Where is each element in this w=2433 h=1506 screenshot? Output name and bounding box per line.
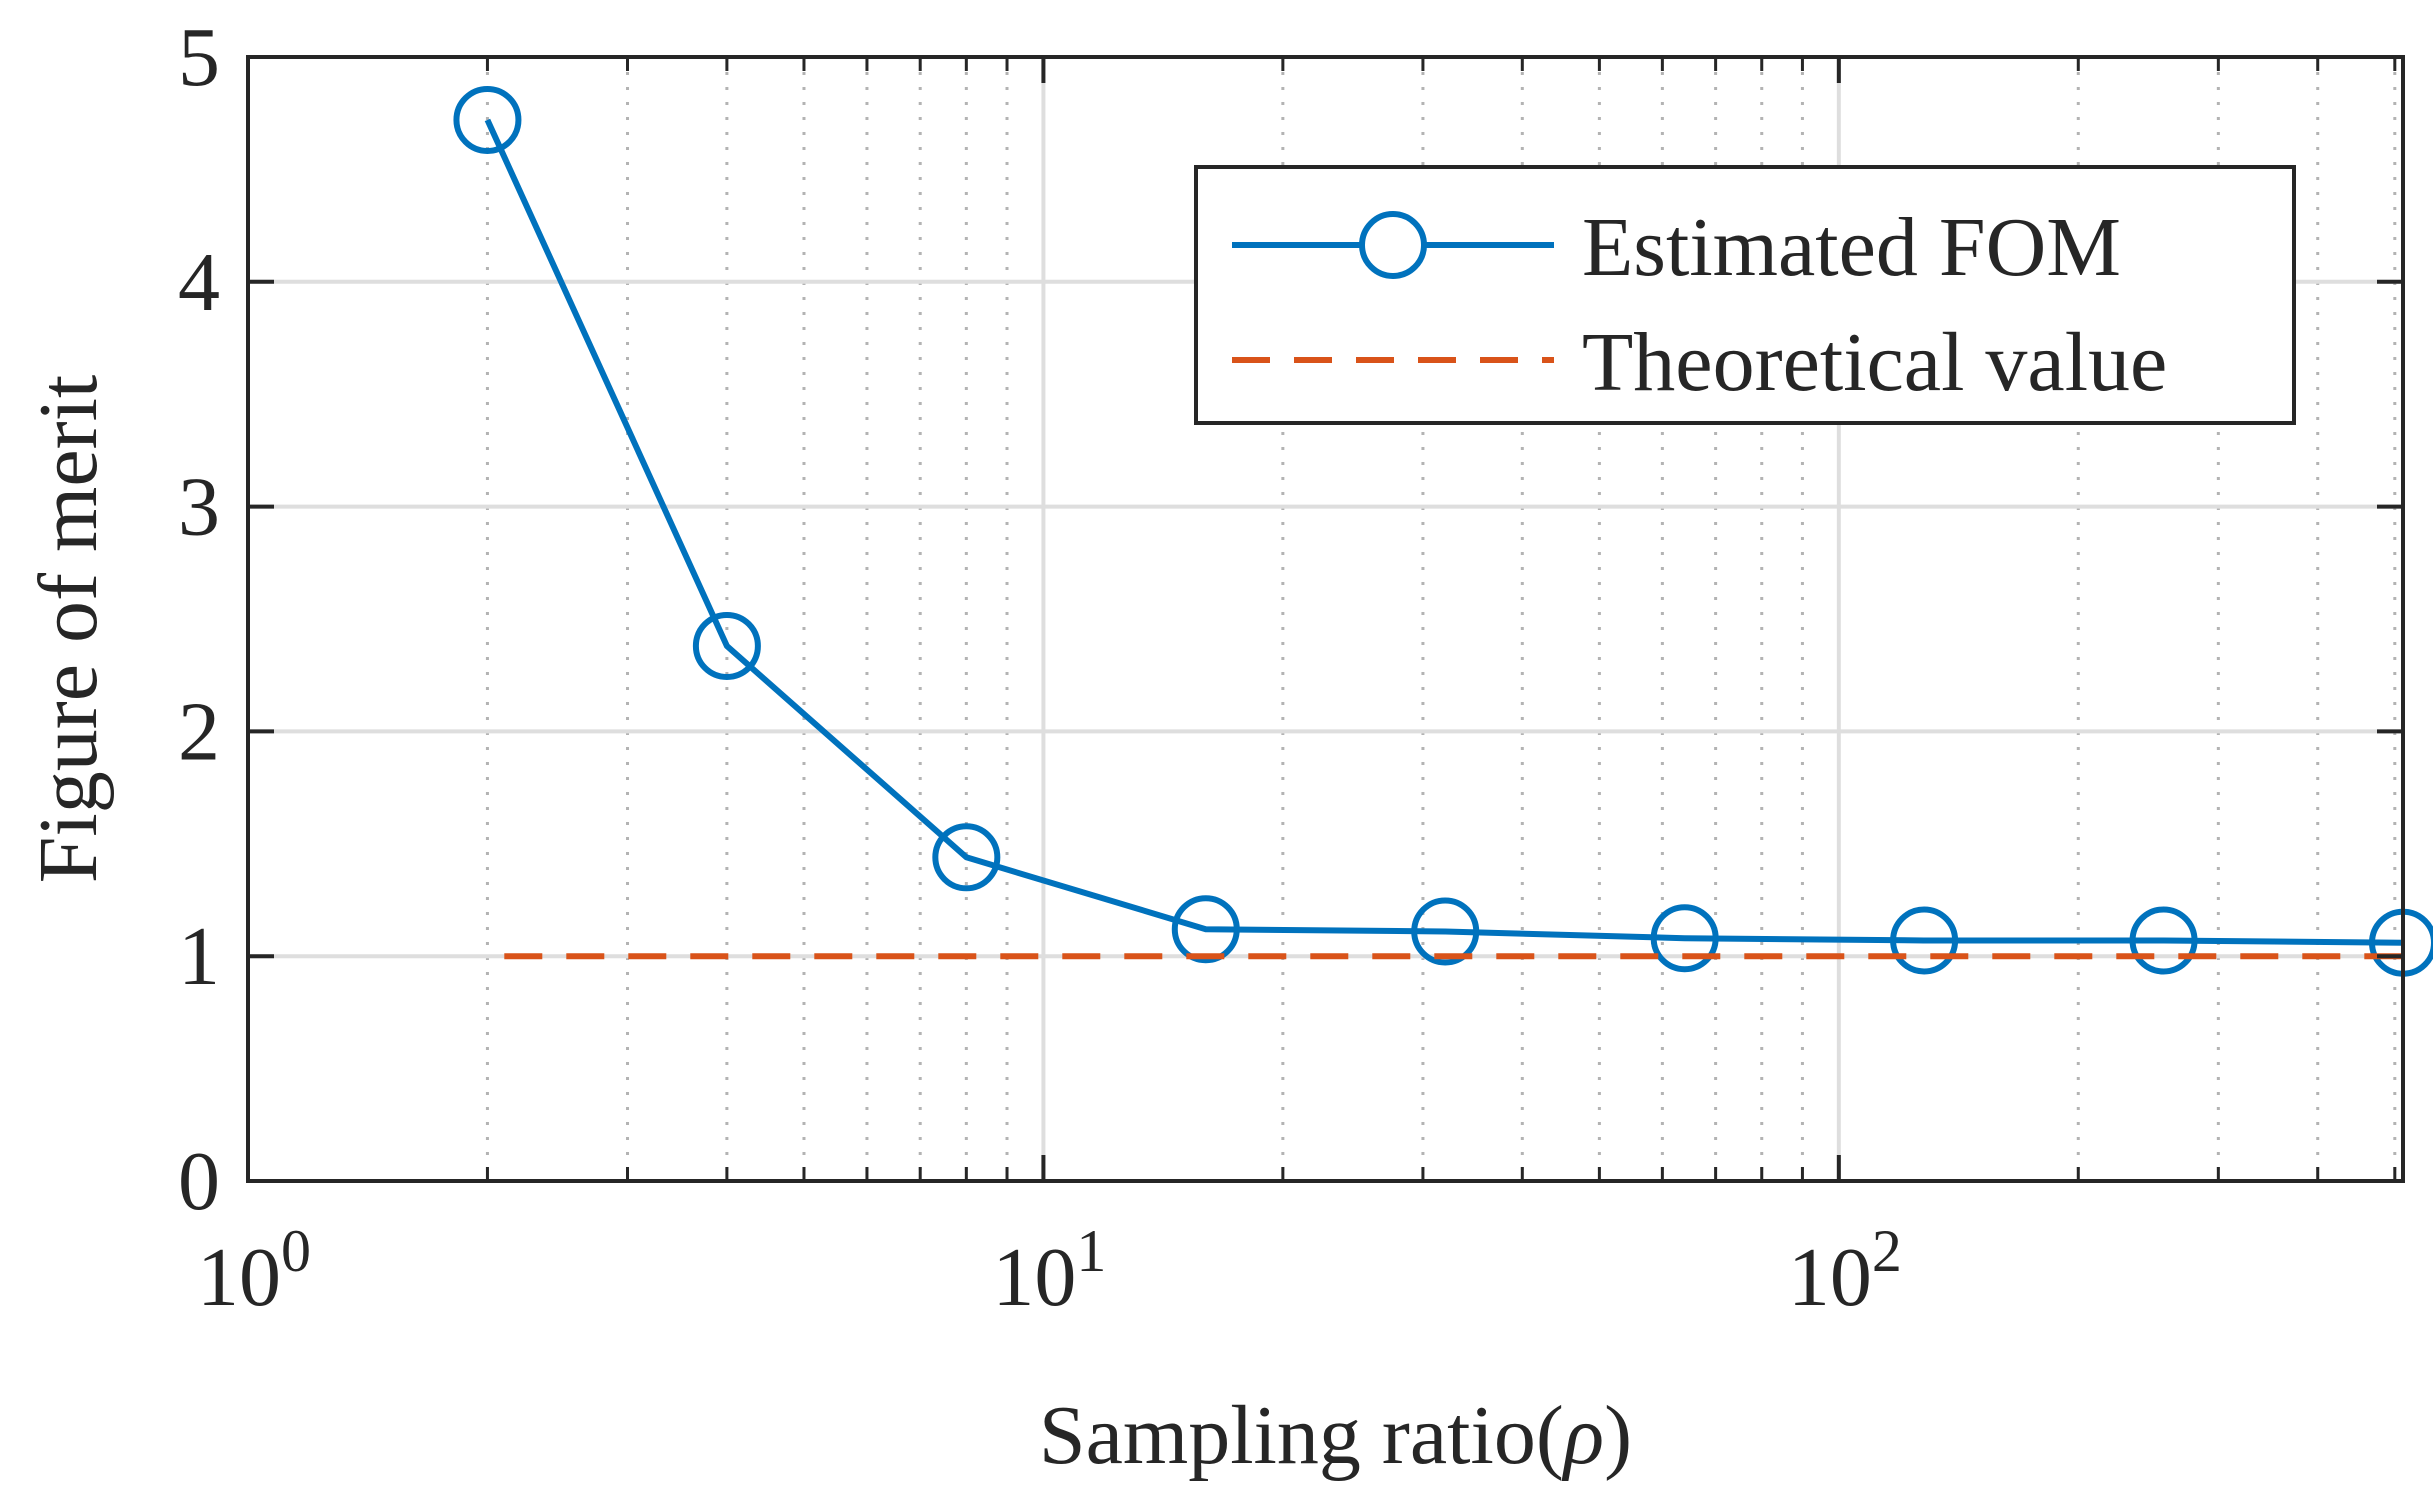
x-tick-label: 101 xyxy=(992,1218,1106,1324)
data-point-marker xyxy=(1890,906,1959,975)
x-axis-label: Sampling ratio(ρ) xyxy=(1039,1389,1632,1482)
legend-swatch-marker xyxy=(1359,211,1427,279)
legend-box xyxy=(1194,165,2296,425)
x-axis-label-symbol: ρ xyxy=(1561,1389,1604,1482)
x-tick-label-base: 10 xyxy=(197,1231,281,1324)
axis-ticks xyxy=(246,55,2403,1183)
y-tick-label: 5 xyxy=(178,11,220,104)
x-axis-label-suffix: ) xyxy=(1604,1389,1632,1482)
y-tick-label: 3 xyxy=(178,461,220,554)
data-point-marker xyxy=(1171,895,1240,964)
data-point-marker xyxy=(2129,906,2198,975)
series-line-0 xyxy=(484,118,2404,946)
y-axis-label: Figure of merit xyxy=(22,375,115,884)
x-tick-label: 102 xyxy=(1788,1218,1902,1324)
x-axis-label-text: Sampling ratio( xyxy=(1039,1389,1564,1482)
data-point-marker xyxy=(692,611,761,680)
y-tick-label: 2 xyxy=(178,685,220,778)
plot-area xyxy=(453,85,2433,977)
x-tick-label-exponent: 2 xyxy=(1872,1218,1902,1284)
legend: Estimated FOM Theoretical value xyxy=(1194,165,2296,425)
data-point-marker xyxy=(932,823,1001,892)
y-tick-label: 0 xyxy=(178,1135,220,1228)
data-point-marker xyxy=(453,85,522,154)
axes-box xyxy=(246,55,2405,1183)
y-tick-label: 1 xyxy=(178,910,220,1003)
legend-label: Estimated FOM xyxy=(1582,201,2121,294)
y-tick-label: 4 xyxy=(178,236,220,329)
data-point-marker xyxy=(1650,904,1719,973)
x-tick-label-base: 10 xyxy=(1788,1231,1872,1324)
x-tick-label: 100 xyxy=(197,1218,311,1324)
x-tick-label-base: 10 xyxy=(992,1231,1076,1324)
legend-label: Theoretical value xyxy=(1582,316,2167,409)
x-tick-label-exponent: 0 xyxy=(281,1218,311,1284)
data-point-marker xyxy=(1411,897,1480,966)
x-tick-label-exponent: 1 xyxy=(1076,1218,1106,1284)
